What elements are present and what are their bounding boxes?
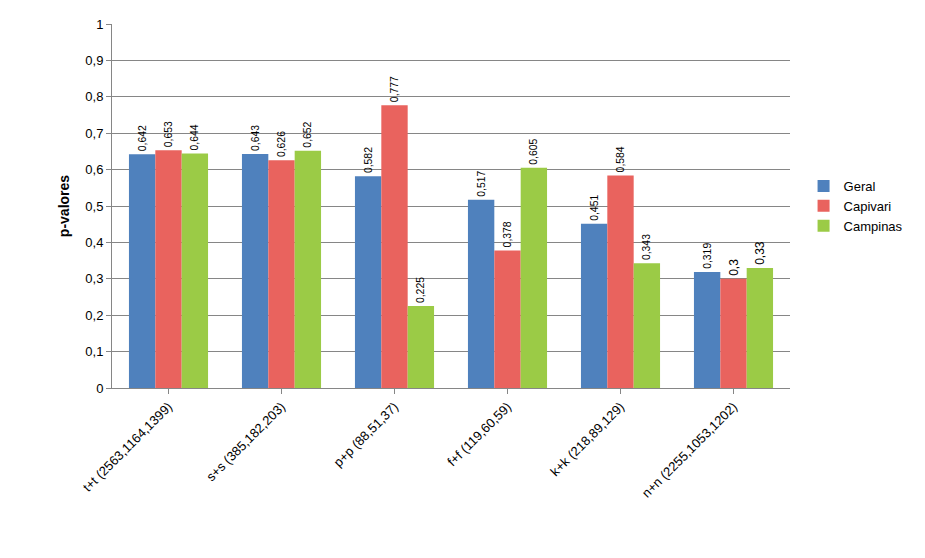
svg-text:0,652: 0,652 (302, 121, 313, 147)
svg-text:0,643: 0,643 (250, 125, 261, 151)
svg-text:0,642: 0,642 (137, 125, 148, 151)
svg-text:0,5: 0,5 (85, 199, 103, 214)
svg-text:0,319: 0,319 (702, 243, 713, 269)
svg-text:p+p (88,51,37): p+p (88,51,37) (331, 399, 402, 470)
svg-text:0,653: 0,653 (163, 121, 174, 147)
svg-text:0,3: 0,3 (727, 259, 741, 276)
svg-text:k+k (218,89,129): k+k (218,89,129) (547, 399, 627, 479)
svg-text:0,584: 0,584 (615, 146, 626, 172)
svg-text:0,3: 0,3 (85, 271, 103, 286)
svg-text:n+n (2255,1053,1202): n+n (2255,1053,1202) (639, 399, 740, 500)
svg-text:f+f (119,60,59): f+f (119,60,59) (444, 399, 514, 469)
svg-text:0,4: 0,4 (85, 235, 103, 250)
svg-text:p-valores: p-valores (56, 175, 72, 237)
svg-text:Campinas: Campinas (844, 219, 903, 234)
svg-text:0,33: 0,33 (753, 241, 767, 265)
svg-text:0,582: 0,582 (363, 147, 374, 173)
svg-text:0,2: 0,2 (85, 308, 103, 323)
svg-text:0,9: 0,9 (85, 53, 103, 68)
svg-text:0,6: 0,6 (85, 162, 103, 177)
svg-text:Capivari: Capivari (844, 199, 892, 214)
svg-text:0,378: 0,378 (502, 221, 513, 247)
svg-text:t+t (2563,1164,1399): t+t (2563,1164,1399) (80, 399, 176, 495)
svg-text:0,225: 0,225 (415, 277, 426, 303)
svg-text:Geral: Geral (844, 179, 876, 194)
svg-text:0,1: 0,1 (85, 344, 103, 359)
svg-text:0,644: 0,644 (189, 124, 200, 150)
svg-text:1: 1 (96, 17, 103, 32)
svg-text:0,777: 0,777 (389, 76, 400, 102)
svg-text:0,451: 0,451 (589, 195, 600, 221)
svg-text:0,8: 0,8 (85, 89, 103, 104)
svg-text:0,7: 0,7 (85, 126, 103, 141)
svg-text:0,343: 0,343 (641, 234, 652, 260)
svg-text:0,626: 0,626 (276, 131, 287, 157)
svg-text:0: 0 (96, 381, 103, 396)
svg-text:0,605: 0,605 (528, 139, 539, 165)
svg-text:s+s (385,182,203): s+s (385,182,203) (203, 399, 288, 484)
svg-text:0,517: 0,517 (476, 171, 487, 197)
